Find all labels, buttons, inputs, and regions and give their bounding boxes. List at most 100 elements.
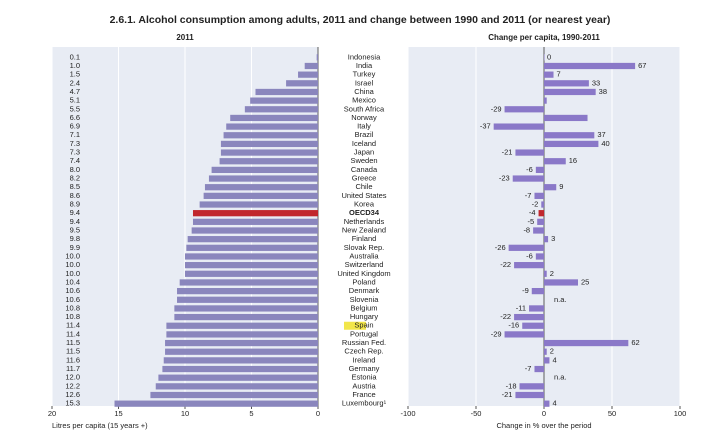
value-label: 10.6 [65,286,80,295]
bar [534,365,544,373]
bar [223,132,318,139]
value-label: 9.9 [70,243,80,252]
bar [162,365,318,373]
bar [166,331,318,338]
category-label: Japan [354,148,374,157]
value-label: 40 [601,139,609,148]
value-label: 10.0 [65,260,80,269]
category-label: India [356,61,373,70]
category-label: Brazil [355,130,374,139]
value-label: 9.8 [70,234,80,243]
bar [255,88,318,96]
bar [534,192,544,199]
bar [541,201,544,208]
x-tick-label: 0 [316,409,320,418]
category-label: Indonesia [348,52,381,61]
bar [244,106,318,113]
value-label: 8.0 [70,165,80,174]
panel-subtitle: Change per capita, 1990-2011 [488,33,600,42]
category-highlight [344,321,366,330]
value-label: -6 [526,165,533,174]
value-label: -2 [532,200,539,209]
value-label: 5.5 [70,104,80,113]
bar [203,192,318,199]
x-tick-label: 5 [249,409,253,418]
category-label: Poland [352,277,375,286]
bar [522,322,544,329]
category-label: Canada [351,165,378,174]
x-axis-title: Litres per capita (15 years +) [52,421,148,430]
bar [304,62,318,70]
bar [316,54,318,61]
value-label: 4 [552,399,556,408]
x-tick-label: 0 [542,409,546,418]
bar [186,244,318,251]
bar [544,71,554,78]
bar [185,270,318,277]
bar [204,184,318,191]
value-label: 15.3 [65,399,80,408]
bar [514,313,544,321]
bar [535,166,544,174]
value-label: 1.0 [70,61,80,70]
bar [544,184,557,191]
bar [179,279,318,286]
bar [529,305,544,312]
bar [544,158,566,165]
bar [185,253,318,260]
category-label: United States [341,191,386,200]
value-label: 7.3 [70,139,80,148]
value-label: -26 [495,243,506,252]
category-label: Australia [349,251,379,260]
category-label: China [354,87,374,96]
x-axis-title: Change in % over the period [496,421,591,430]
value-label: 10.8 [65,303,80,312]
bar [174,305,318,312]
bar [508,244,544,251]
value-label: 62 [631,338,639,347]
category-label: OECD34 [349,208,380,217]
value-label: 4 [552,355,556,364]
bar [219,158,318,165]
bar [544,140,599,148]
value-label: 9.4 [70,208,80,217]
bar [286,80,318,87]
bar [158,374,318,381]
value-label: 10.6 [65,295,80,304]
value-label: -8 [523,225,530,234]
category-label: Iceland [352,139,376,148]
bar [165,348,318,355]
value-label: 11.5 [66,347,80,356]
value-label: -21 [502,390,513,399]
value-label: 8.9 [70,200,80,209]
bar [185,262,318,269]
value-label: 9 [559,182,563,191]
value-label: -5 [528,217,535,226]
bar [192,210,318,217]
value-label: 8.6 [70,191,80,200]
bar [544,236,549,243]
bar [504,331,544,338]
value-label: 16 [569,156,577,165]
value-label: 11.6 [66,355,80,364]
panel-subtitle: 2011 [176,33,194,42]
category-label: Switzerland [345,260,384,269]
category-label: Korea [354,200,375,209]
value-label: 6.9 [70,122,80,131]
value-label: 37 [597,130,605,139]
bar [114,400,318,407]
category-label: Spain [354,321,373,330]
bar [165,339,318,347]
category-label: Italy [357,122,371,131]
bar [166,322,318,329]
category-label: Turkey [353,70,376,79]
x-tick-label: 15 [114,409,122,418]
category-label: Chile [355,182,372,191]
value-label: 0 [547,52,551,61]
bar [512,175,544,182]
category-label: Mexico [352,96,376,105]
value-label: -22 [500,260,511,269]
value-label: 11.7 [66,364,80,373]
